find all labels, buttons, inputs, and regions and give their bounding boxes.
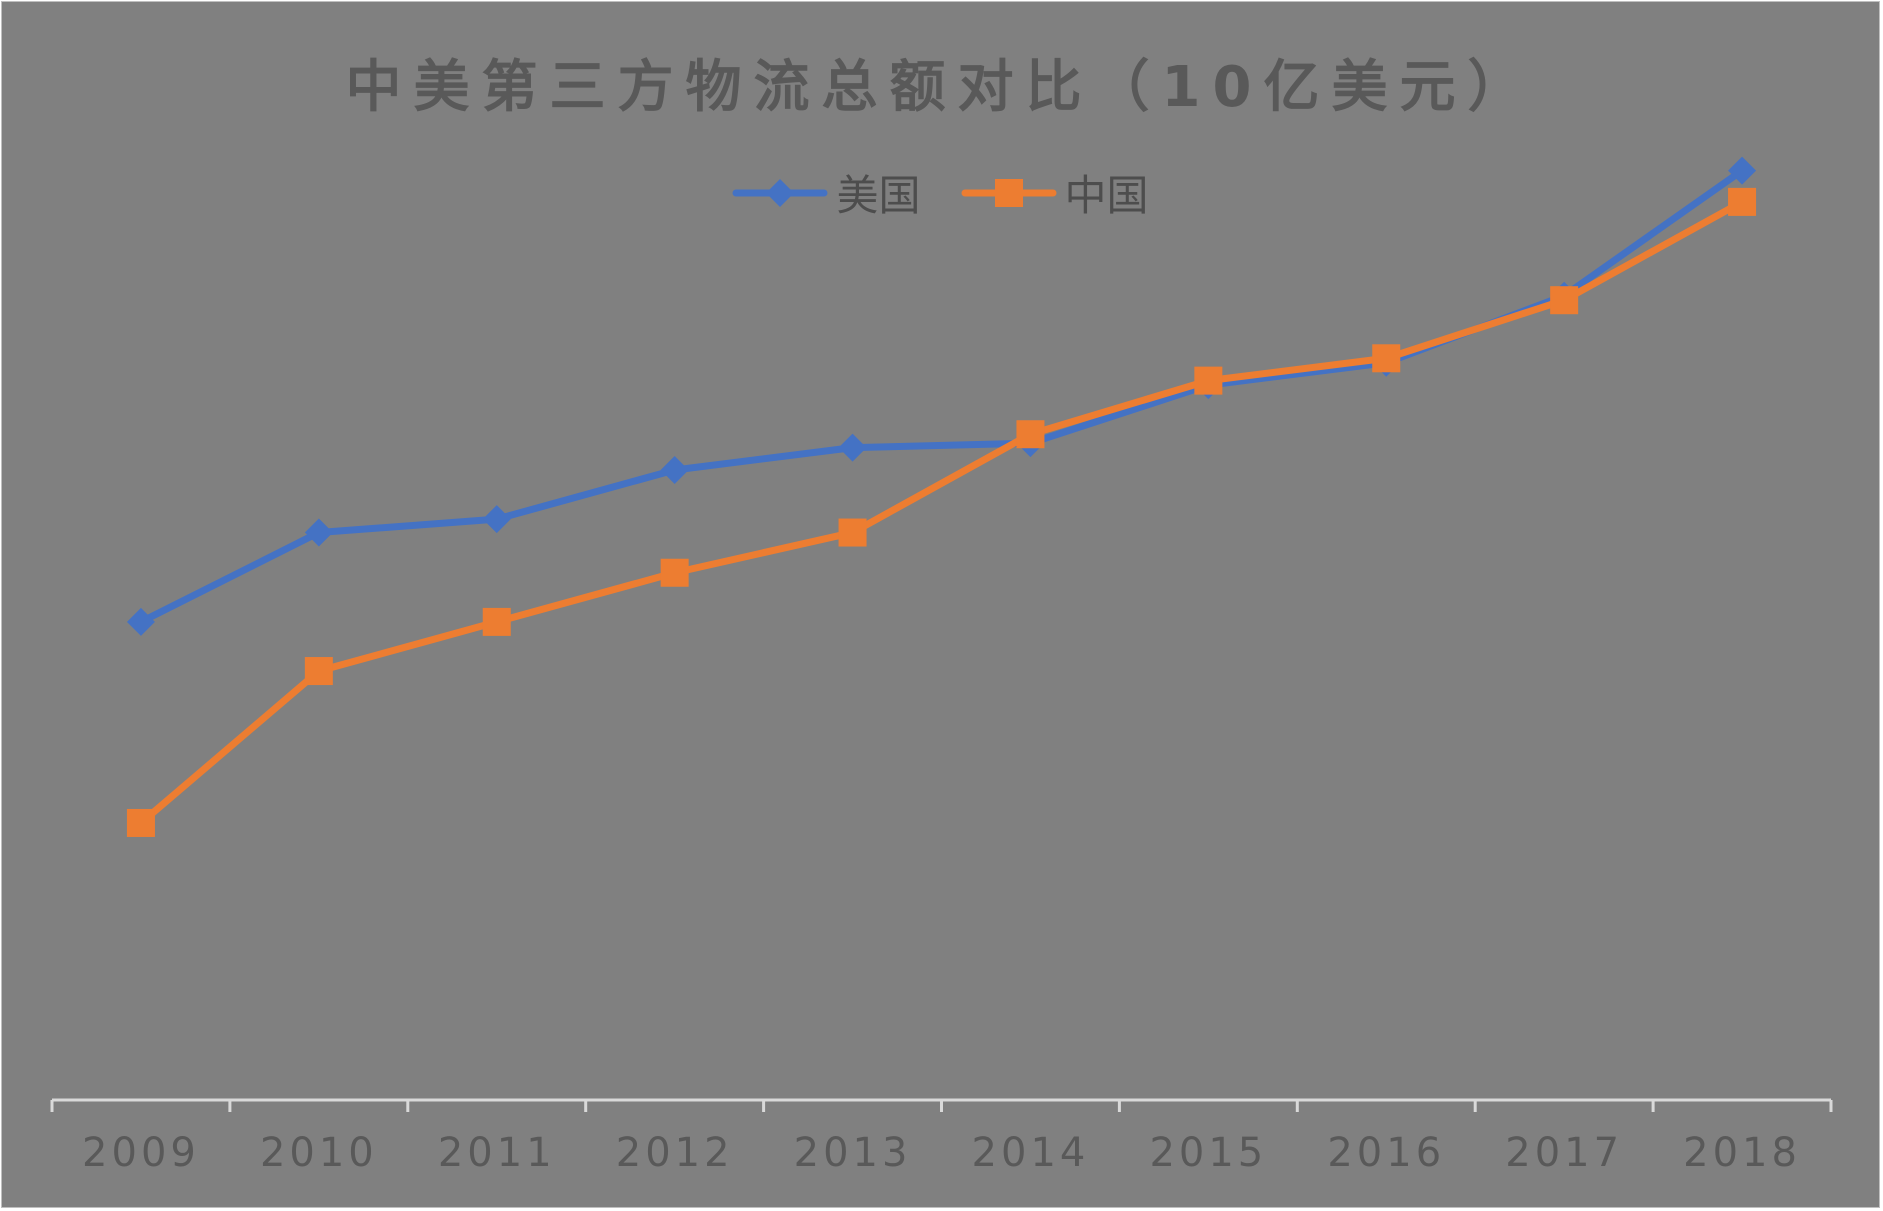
data-point	[304, 657, 333, 686]
series-line	[137, 167, 1746, 626]
x-tick-label: 2009	[82, 1130, 200, 1176]
data-point	[126, 607, 155, 636]
data-point	[838, 433, 867, 462]
series-1	[126, 187, 1757, 837]
legend-label: 中国	[1064, 171, 1149, 220]
series-0	[126, 156, 1757, 636]
x-tick-label: 2016	[1327, 1130, 1445, 1176]
series-line	[137, 198, 1746, 827]
legend-marker-square-icon	[961, 178, 1056, 207]
data-point	[838, 518, 867, 547]
legend-label: 美国	[836, 171, 921, 220]
x-axis: 2009 2010 2011 2012 2013 2014 2015 2016 2017 2018	[50, 1098, 1833, 1176]
data-point	[1550, 286, 1579, 315]
x-tick-label: 2012	[616, 1130, 734, 1176]
chart-title: 中美第三方物流总额对比（10亿美元）	[345, 55, 1536, 120]
data-point	[482, 607, 511, 636]
legend-marker-diamond-icon	[732, 178, 828, 207]
data-point	[482, 505, 511, 534]
x-tick-label: 2010	[260, 1130, 378, 1176]
legend-item-series-1: 中国	[961, 162, 1149, 223]
legend-item-series-0: 美国	[732, 162, 921, 223]
data-point	[660, 455, 689, 484]
data-point	[1728, 187, 1757, 216]
data-point	[660, 558, 689, 587]
data-point	[1728, 156, 1757, 185]
x-tick-label: 2014	[972, 1130, 1090, 1176]
data-point	[1194, 366, 1223, 395]
series-layer	[126, 156, 1757, 837]
data-point	[1016, 420, 1045, 449]
data-point	[126, 808, 155, 837]
x-tick-label: 2011	[438, 1130, 556, 1176]
x-tick-label: 2013	[794, 1130, 912, 1176]
x-tick-label: 2017	[1505, 1130, 1623, 1176]
x-tick-label: 2015	[1149, 1130, 1267, 1176]
x-tick-label: 2018	[1683, 1130, 1801, 1176]
data-point	[1372, 344, 1401, 373]
legend: 美国 中国	[2, 162, 1879, 223]
data-point	[304, 518, 333, 547]
